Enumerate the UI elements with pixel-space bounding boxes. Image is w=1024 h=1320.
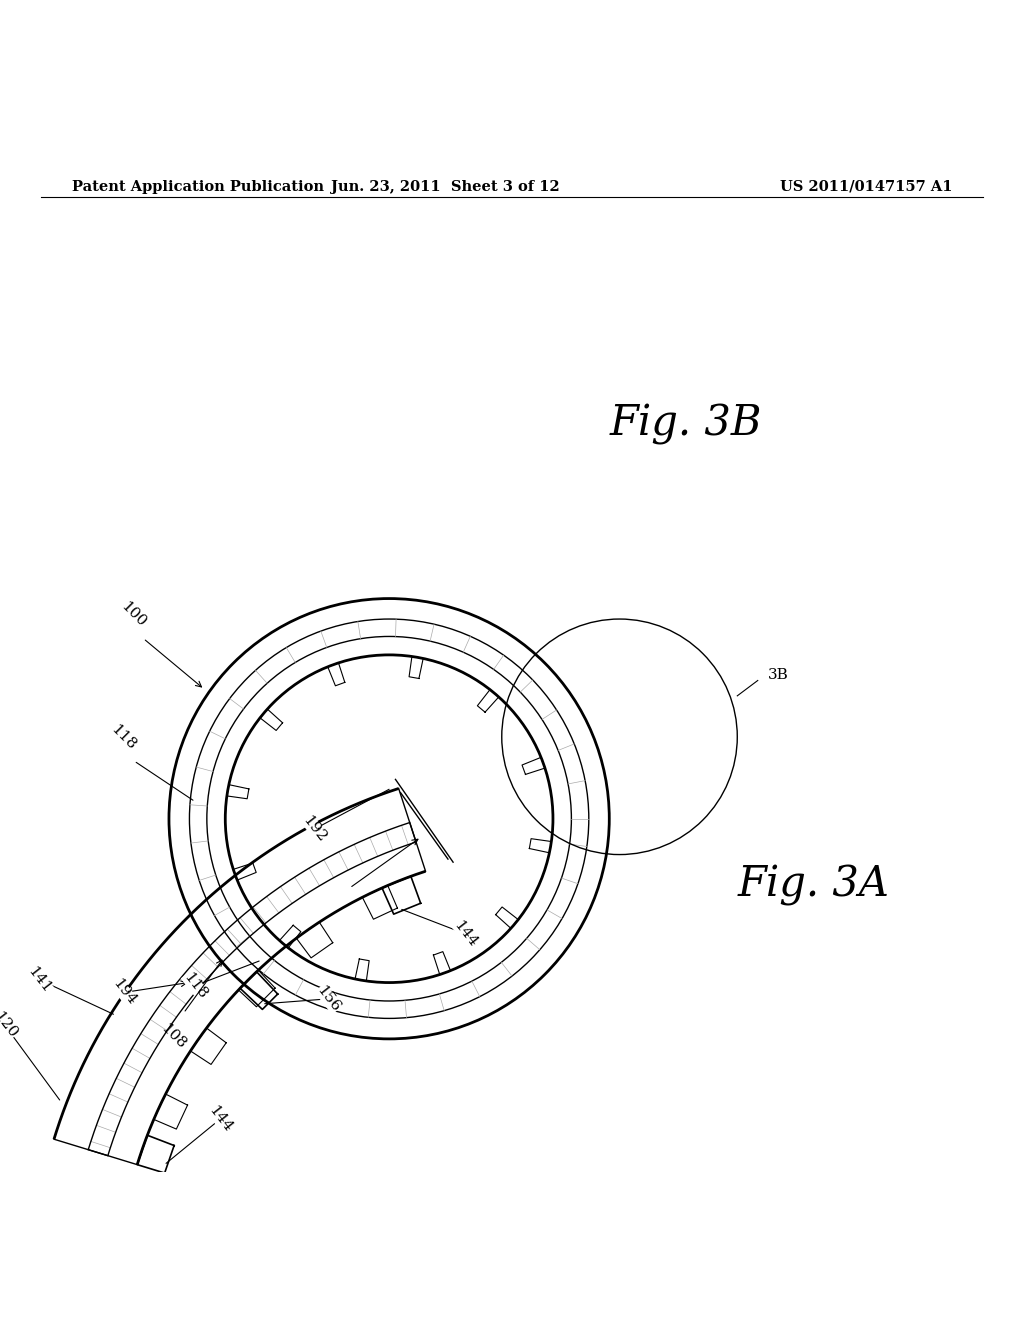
Text: Jun. 23, 2011  Sheet 3 of 12: Jun. 23, 2011 Sheet 3 of 12 bbox=[331, 180, 560, 194]
Text: Fig. 3B: Fig. 3B bbox=[609, 404, 762, 445]
Text: 144: 144 bbox=[206, 1104, 234, 1135]
Text: Fig. 3A: Fig. 3A bbox=[737, 865, 889, 907]
Text: 118: 118 bbox=[180, 970, 210, 1002]
Text: 118: 118 bbox=[109, 722, 139, 752]
Text: 144: 144 bbox=[452, 919, 480, 950]
Text: 120: 120 bbox=[0, 1010, 19, 1041]
Text: 194: 194 bbox=[110, 977, 138, 1008]
Text: 192: 192 bbox=[300, 813, 330, 845]
Text: 100: 100 bbox=[118, 599, 148, 630]
Text: 141: 141 bbox=[25, 964, 53, 995]
Text: 108: 108 bbox=[158, 1022, 188, 1052]
Text: 3B: 3B bbox=[768, 668, 788, 682]
Text: US 2011/0147157 A1: US 2011/0147157 A1 bbox=[780, 180, 952, 194]
Text: Patent Application Publication: Patent Application Publication bbox=[72, 180, 324, 194]
Text: 156: 156 bbox=[314, 983, 343, 1015]
